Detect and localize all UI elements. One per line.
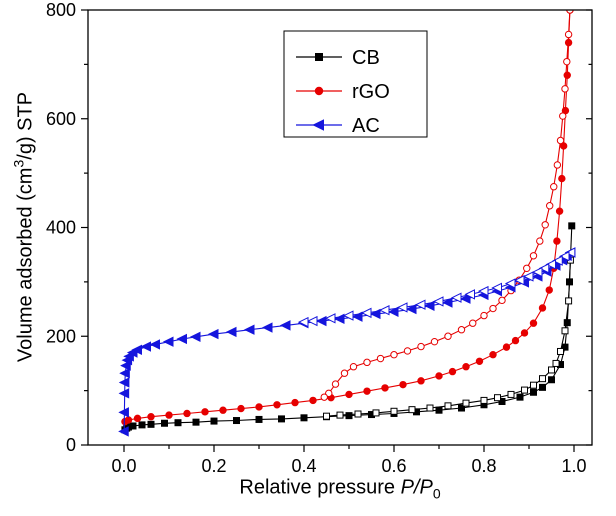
x-tick-label: 0.4 [291, 456, 316, 476]
x-tick-label: 0.8 [471, 456, 496, 476]
series-AC [118, 247, 576, 437]
legend-label-AC: AC [352, 115, 380, 137]
legend: CB rGO AC [283, 30, 428, 138]
series-CB [121, 222, 576, 434]
x-axis-label: Relative pressure P/P0 [239, 476, 441, 502]
series-layer [118, 10, 576, 437]
y-tick-label: 0 [66, 435, 76, 455]
legend-box [283, 30, 428, 138]
legend-label-CB: CB [352, 47, 380, 69]
legend-label-rGO: rGO [352, 81, 390, 103]
y-axis-label: Volume adsorbed (cm3/g) STP [10, 91, 37, 363]
y-tick-label: 400 [46, 218, 76, 238]
y-tick-label: 200 [46, 326, 76, 346]
y-tick-label: 600 [46, 109, 76, 129]
x-tick-label: 0.6 [381, 456, 406, 476]
x-tick-label: 0.2 [201, 456, 226, 476]
x-tick-label: 0.0 [111, 456, 136, 476]
x-tick-label: 1.0 [561, 456, 586, 476]
y-tick-label: 800 [46, 0, 76, 20]
axes-ticks: 0.0 0.2 0.4 0.6 0.8 1.0 0 200 400 600 800 [46, 0, 592, 476]
